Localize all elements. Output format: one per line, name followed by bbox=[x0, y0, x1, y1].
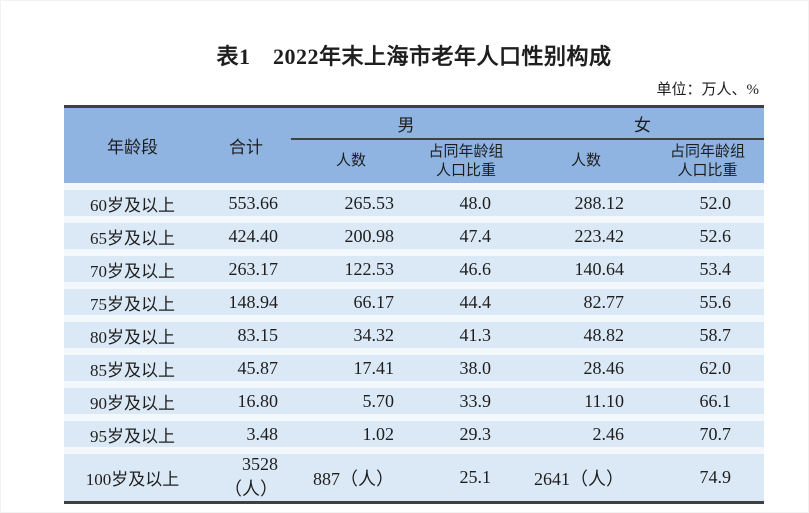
value-cell: 74.9 bbox=[651, 447, 764, 504]
header-total: 合计 bbox=[201, 105, 291, 187]
value-cell: 28.46 bbox=[521, 348, 651, 385]
value-cell: 48.82 bbox=[521, 315, 651, 352]
header-span-row: 年龄段 合计 男 女 bbox=[64, 105, 764, 187]
value-cell: 52.6 bbox=[651, 216, 764, 253]
header-female-share: 占同年龄组 人口比重 bbox=[651, 139, 764, 187]
age-group-cell: 85岁及以上 bbox=[64, 348, 201, 385]
header-female-span: 女 bbox=[521, 105, 764, 140]
value-cell: 58.7 bbox=[651, 315, 764, 352]
value-cell: 25.1 bbox=[411, 447, 521, 504]
header-sub-row: 人数 占同年龄组 人口比重 人数 占同年龄组 人口比重 bbox=[64, 139, 764, 187]
value-cell: 2641（人） bbox=[521, 447, 651, 504]
age-group-cell: 100岁及以上 bbox=[64, 447, 201, 504]
value-cell: 52.0 bbox=[651, 183, 764, 220]
value-cell: 200.98 bbox=[291, 216, 411, 253]
value-cell: 82.77 bbox=[521, 282, 651, 319]
value-cell: 66.1 bbox=[651, 381, 764, 418]
value-cell: 263.17 bbox=[201, 249, 291, 286]
age-group-cell: 60岁及以上 bbox=[64, 183, 201, 220]
value-cell: 16.80 bbox=[201, 381, 291, 418]
table-row: 65岁及以上 424.40 200.98 47.4 223.42 52.6 bbox=[64, 216, 764, 253]
table-row: 70岁及以上 263.17 122.53 46.6 140.64 53.4 bbox=[64, 249, 764, 286]
age-group-cell: 95岁及以上 bbox=[64, 414, 201, 451]
table-row: 95岁及以上 3.48 1.02 29.3 2.46 70.7 bbox=[64, 414, 764, 451]
value-cell: 33.9 bbox=[411, 381, 521, 418]
header-male-count: 人数 bbox=[291, 139, 411, 187]
value-cell: 45.87 bbox=[201, 348, 291, 385]
value-cell: 288.12 bbox=[521, 183, 651, 220]
value-cell: 2.46 bbox=[521, 414, 651, 451]
value-cell: 83.15 bbox=[201, 315, 291, 352]
value-cell: 887（人） bbox=[291, 447, 411, 504]
header-age-group: 年龄段 bbox=[64, 105, 201, 187]
value-cell: 3.48 bbox=[201, 414, 291, 451]
value-cell: 44.4 bbox=[411, 282, 521, 319]
value-cell: 424.40 bbox=[201, 216, 291, 253]
table-row: 85岁及以上 45.87 17.41 38.0 28.46 62.0 bbox=[64, 348, 764, 385]
header-male-share-line1: 占同年龄组 bbox=[428, 143, 504, 160]
table-header: 年龄段 合计 男 女 人数 占同年龄组 人口比重 人数 占同年龄组 人口比重 bbox=[64, 105, 764, 187]
header-male-share: 占同年龄组 人口比重 bbox=[411, 139, 521, 187]
value-cell: 34.32 bbox=[291, 315, 411, 352]
value-cell: 3528（人） bbox=[201, 447, 291, 504]
value-cell: 11.10 bbox=[521, 381, 651, 418]
unit-note: 单位：万人、% bbox=[656, 82, 760, 98]
value-cell: 17.41 bbox=[291, 348, 411, 385]
value-cell: 223.42 bbox=[521, 216, 651, 253]
value-cell: 55.6 bbox=[651, 282, 764, 319]
table-body: 60岁及以上 553.66 265.53 48.0 288.12 52.0 65岁及以上 42… bbox=[64, 183, 764, 504]
age-group-cell: 70岁及以上 bbox=[64, 249, 201, 286]
table-row: 90岁及以上 16.80 5.70 33.9 11.10 66.1 bbox=[64, 381, 764, 418]
table-row: 60岁及以上 553.66 265.53 48.0 288.12 52.0 bbox=[64, 183, 764, 220]
table-row: 75岁及以上 148.94 66.17 44.4 82.77 55.6 bbox=[64, 282, 764, 319]
age-group-cell: 75岁及以上 bbox=[64, 282, 201, 319]
header-female-count: 人数 bbox=[521, 139, 651, 187]
header-male-share-line2: 人口比重 bbox=[435, 162, 496, 179]
value-cell: 66.17 bbox=[291, 282, 411, 319]
table-title: 表1 2022年末上海市老年人口性别构成 bbox=[216, 44, 612, 69]
header-female-share-line2: 人口比重 bbox=[677, 162, 738, 179]
header-male-span: 男 bbox=[291, 105, 521, 140]
value-cell: 46.6 bbox=[411, 249, 521, 286]
value-cell: 47.4 bbox=[411, 216, 521, 253]
table-row: 80岁及以上 83.15 34.32 41.3 48.82 58.7 bbox=[64, 315, 764, 352]
value-cell: 41.3 bbox=[411, 315, 521, 352]
value-cell: 1.02 bbox=[291, 414, 411, 451]
value-cell: 70.7 bbox=[651, 414, 764, 451]
age-group-cell: 90岁及以上 bbox=[64, 381, 201, 418]
value-cell: 48.0 bbox=[411, 183, 521, 220]
value-cell: 122.53 bbox=[291, 249, 411, 286]
value-cell: 265.53 bbox=[291, 183, 411, 220]
header-female-share-line1: 占同年龄组 bbox=[669, 143, 745, 160]
value-cell: 553.66 bbox=[201, 183, 291, 220]
value-cell: 140.64 bbox=[521, 249, 651, 286]
age-group-cell: 65岁及以上 bbox=[64, 216, 201, 253]
value-cell: 38.0 bbox=[411, 348, 521, 385]
value-cell: 5.70 bbox=[291, 381, 411, 418]
value-cell: 148.94 bbox=[201, 282, 291, 319]
elderly-population-table: 年龄段 合计 男 女 人数 占同年龄组 人口比重 人数 占同年龄组 人口比重 6… bbox=[64, 105, 764, 504]
age-group-cell: 80岁及以上 bbox=[64, 315, 201, 352]
value-cell: 53.4 bbox=[651, 249, 764, 286]
value-cell: 29.3 bbox=[411, 414, 521, 451]
table-row: 100岁及以上 3528（人） 887（人） 25.1 2641（人） 74.9 bbox=[64, 447, 764, 504]
value-cell: 62.0 bbox=[651, 348, 764, 385]
